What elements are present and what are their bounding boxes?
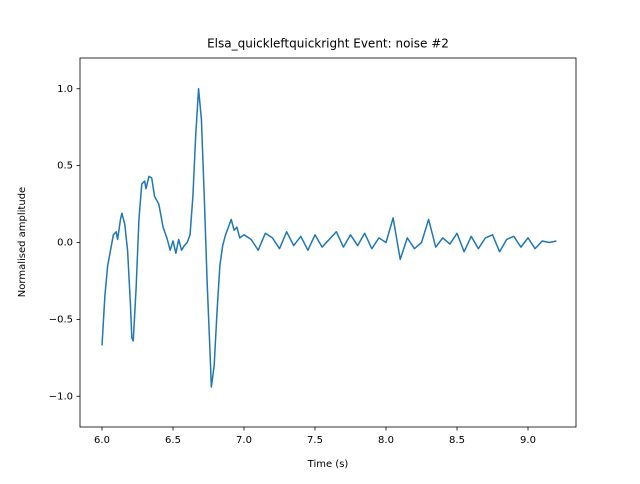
y-axis-label: Normalised amplitude: [17, 187, 28, 297]
data-line: [101, 88, 557, 388]
x-tick-label: 9.0: [520, 435, 536, 446]
x-tick-label: 7.5: [307, 435, 323, 446]
x-tick-label: 6.0: [94, 435, 110, 446]
y-tick-label: 0.5: [57, 161, 73, 172]
x-axis-label: Time (s): [307, 459, 349, 470]
x-tick-label: 8.5: [449, 435, 465, 446]
x-tick-label: 6.5: [165, 435, 181, 446]
y-tick-label: 0.0: [57, 238, 73, 249]
y-tick-label: −0.5: [49, 314, 73, 325]
x-tick-label: 8.0: [378, 435, 394, 446]
chart-title: Elsa_quickleftquickright Event: noise #2: [207, 37, 449, 51]
x-tick-label: 7.0: [236, 435, 252, 446]
y-tick-label: 1.0: [57, 84, 73, 95]
plot-frame: [79, 57, 577, 428]
y-tick-label: −1.0: [49, 391, 73, 402]
